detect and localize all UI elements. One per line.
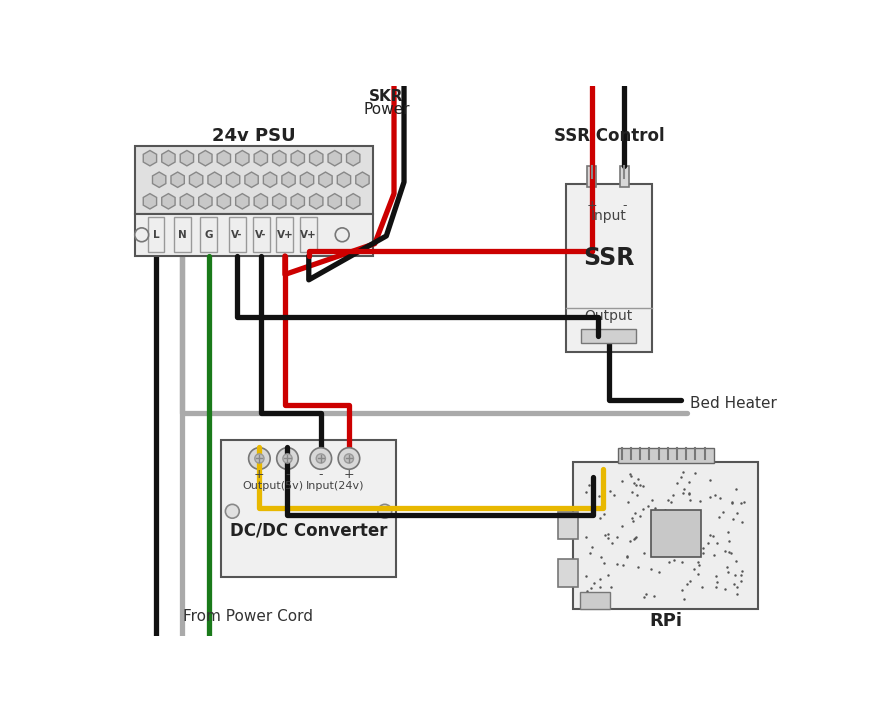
Polygon shape [338,172,351,187]
Circle shape [377,504,392,518]
Text: Power: Power [363,102,409,117]
Text: V-: V- [231,230,243,240]
Bar [135,214,373,256]
Polygon shape [356,172,369,187]
Text: L: L [152,230,159,240]
Text: +: + [344,468,354,481]
Circle shape [316,454,325,463]
Polygon shape [328,194,341,209]
Polygon shape [217,194,230,209]
Bar [276,217,293,252]
Bar [229,217,245,252]
Polygon shape [162,194,175,209]
Bar [651,511,701,556]
Text: From Power Cord: From Power Cord [183,609,313,624]
Text: -: - [285,468,290,481]
Circle shape [135,228,149,242]
Text: SSR Control: SSR Control [554,127,664,145]
Polygon shape [291,150,305,166]
Text: 24v PSU: 24v PSU [212,127,296,145]
Bar [566,184,652,352]
Circle shape [276,448,299,469]
Text: -: - [622,199,626,212]
Polygon shape [282,172,295,187]
Polygon shape [171,172,184,187]
Bar [587,166,596,187]
Polygon shape [236,150,249,166]
Polygon shape [254,150,268,166]
Circle shape [225,504,239,518]
Text: Output(5v): Output(5v) [243,481,304,491]
Text: N: N [178,230,187,240]
Circle shape [310,448,331,469]
Bar [135,146,373,214]
Text: V+: V+ [300,230,317,240]
Polygon shape [273,150,286,166]
Polygon shape [328,150,341,166]
Polygon shape [144,150,157,166]
Text: Output: Output [585,309,633,323]
Bar [300,217,317,252]
Polygon shape [144,194,157,209]
Polygon shape [263,172,276,187]
Polygon shape [198,194,212,209]
Circle shape [255,454,264,463]
Polygon shape [245,172,258,187]
Bar [200,217,217,252]
Text: +: + [254,468,265,481]
Polygon shape [217,150,230,166]
Polygon shape [291,194,305,209]
Text: Input: Input [591,209,626,223]
Text: -: - [319,468,323,481]
Text: SKR: SKR [369,89,403,104]
Bar [148,217,165,252]
Polygon shape [309,194,323,209]
Text: V+: V+ [276,230,293,240]
Circle shape [338,448,360,469]
Circle shape [283,454,292,463]
Bar [558,512,578,539]
Polygon shape [236,194,249,209]
Text: +: + [587,199,597,212]
Polygon shape [190,172,203,187]
Bar [619,166,629,187]
Text: SSR: SSR [583,246,634,270]
Polygon shape [254,194,268,209]
Bar [618,448,714,463]
Polygon shape [300,172,314,187]
Polygon shape [309,150,323,166]
Polygon shape [346,150,360,166]
Bar [581,329,636,343]
Polygon shape [319,172,332,187]
Text: DC/DC Converter: DC/DC Converter [229,522,387,540]
Polygon shape [227,172,240,187]
Polygon shape [180,194,193,209]
Bar [253,217,269,252]
Polygon shape [198,150,212,166]
Polygon shape [180,150,193,166]
Bar [174,217,190,252]
Text: V-: V- [255,230,267,240]
Text: RPi: RPi [649,612,682,631]
Polygon shape [208,172,222,187]
Circle shape [345,454,354,463]
Circle shape [335,228,349,242]
Circle shape [249,448,270,469]
Bar [573,462,758,609]
Bar [221,440,396,577]
Text: G: G [205,230,213,240]
Text: Input(24v): Input(24v) [306,481,364,491]
Bar [558,559,578,587]
Bar [579,593,610,609]
Polygon shape [152,172,166,187]
Polygon shape [162,150,175,166]
Polygon shape [273,194,286,209]
Text: Bed Heater: Bed Heater [690,395,777,410]
Polygon shape [346,194,360,209]
